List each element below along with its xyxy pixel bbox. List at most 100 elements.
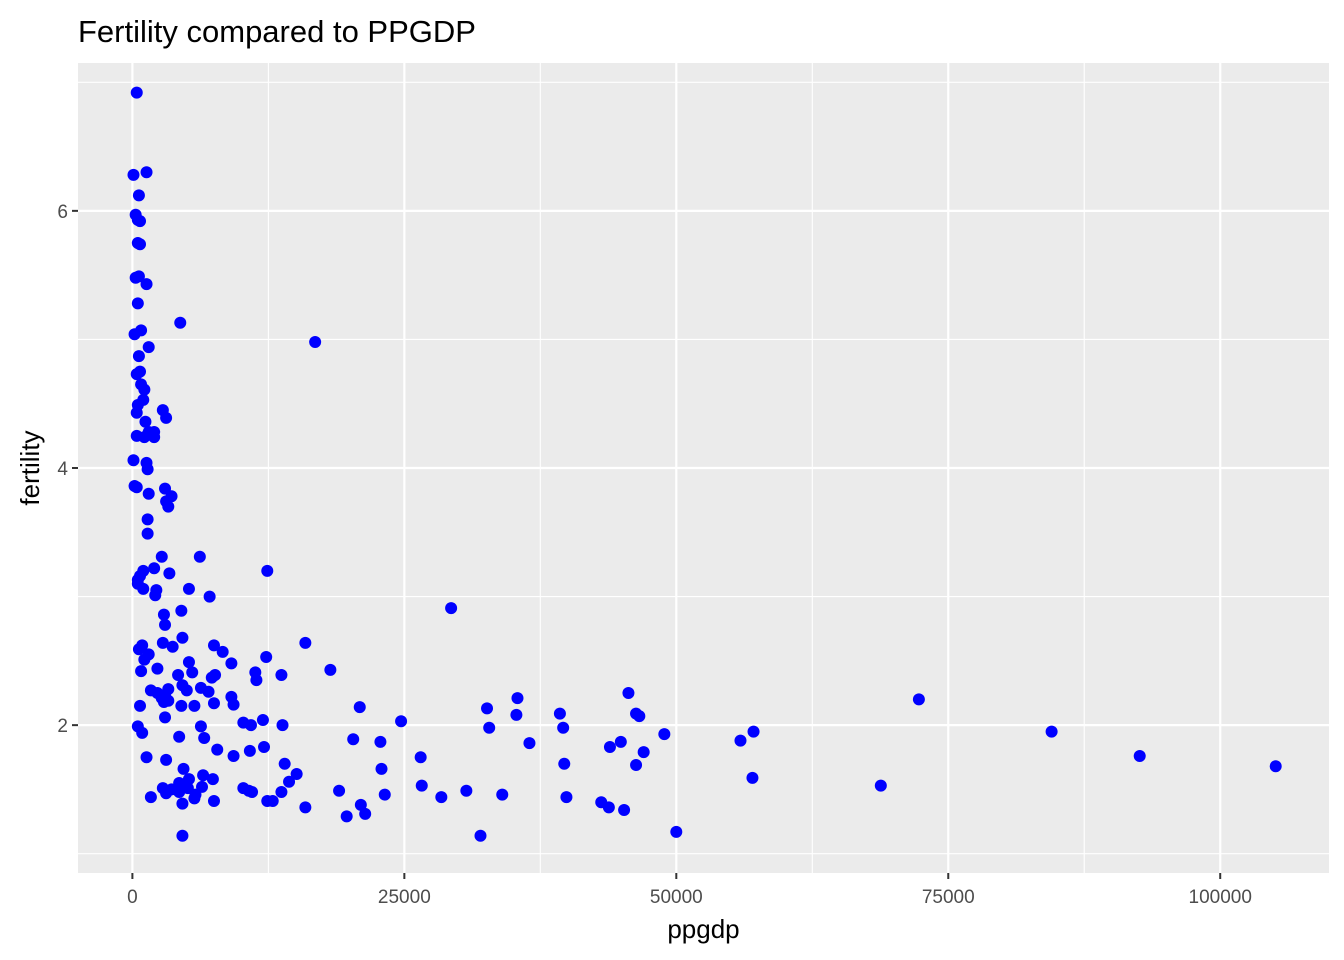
data-point (197, 769, 210, 782)
data-point (496, 788, 509, 801)
data-point (139, 415, 152, 428)
data-point (176, 797, 189, 810)
data-point (258, 741, 271, 753)
data-point (244, 719, 257, 732)
data-point (395, 715, 408, 728)
data-point (176, 631, 189, 644)
data-point (340, 810, 353, 823)
data-point (188, 699, 201, 712)
data-point (188, 792, 201, 805)
data-point (602, 801, 615, 814)
data-point (250, 674, 263, 687)
data-point (276, 719, 289, 732)
data-point (142, 487, 155, 500)
data-point (136, 726, 149, 739)
data-point (227, 750, 240, 762)
data-point (203, 590, 216, 603)
data-point (186, 666, 199, 679)
data-point (182, 656, 195, 669)
data-point (207, 795, 220, 807)
data-point (1133, 750, 1146, 762)
y-axis-title: fertility (15, 430, 45, 505)
data-point (290, 768, 303, 780)
data-points (127, 86, 1282, 842)
data-point (211, 743, 224, 756)
data-point (333, 784, 346, 797)
data-point (260, 651, 273, 663)
data-point (414, 751, 427, 764)
data-point (155, 550, 168, 563)
data-point (127, 168, 140, 181)
data-point (202, 685, 215, 698)
data-point (173, 730, 186, 743)
data-point (511, 692, 524, 705)
data-point (134, 365, 147, 378)
x-tick-label: 100000 (1189, 887, 1252, 908)
data-point (148, 431, 161, 444)
data-point (560, 791, 573, 804)
data-point (140, 751, 153, 764)
data-point (603, 741, 616, 753)
data-point (130, 481, 143, 494)
data-point (630, 759, 643, 771)
data-point (132, 350, 145, 363)
data-point (747, 725, 760, 738)
data-point (130, 86, 143, 99)
data-point (275, 786, 288, 798)
data-point (275, 669, 288, 681)
data-point (131, 297, 144, 310)
data-point (225, 657, 238, 670)
data-point (193, 550, 206, 563)
data-point (177, 762, 190, 775)
data-point (637, 746, 650, 759)
data-point (149, 589, 162, 602)
data-point (227, 698, 240, 711)
data-point (206, 773, 219, 786)
data-point (553, 707, 566, 720)
data-point (557, 721, 570, 734)
data-point (309, 336, 322, 348)
data-point (180, 684, 193, 697)
data-point (134, 215, 147, 228)
data-point (278, 757, 291, 770)
data-point (256, 714, 269, 726)
x-tick-label: 0 (127, 887, 138, 908)
data-point (194, 720, 207, 733)
data-point (207, 697, 220, 710)
data-point (874, 779, 887, 792)
y-tick-label: 6 (57, 202, 68, 223)
data-point (746, 771, 759, 784)
data-point (160, 753, 173, 766)
data-point (415, 779, 428, 792)
data-point (299, 636, 312, 649)
data-point (157, 608, 170, 621)
data-point (128, 328, 141, 341)
data-point (243, 744, 256, 757)
data-point (618, 804, 631, 816)
data-point (135, 665, 148, 678)
data-point (354, 798, 367, 811)
data-point (160, 787, 173, 800)
data-point (353, 701, 366, 714)
data-point (138, 431, 151, 444)
data-point (558, 757, 571, 770)
x-tick-label: 75000 (922, 887, 975, 908)
data-point (182, 582, 195, 595)
data-point (134, 699, 147, 712)
data-point (140, 278, 153, 291)
data-point (134, 238, 147, 251)
data-point (141, 513, 154, 526)
major-grid (78, 63, 1329, 873)
data-point (142, 341, 155, 354)
data-point (1269, 760, 1282, 773)
data-point (151, 662, 164, 675)
data-point (140, 166, 153, 179)
data-point (510, 708, 523, 721)
data-point (130, 406, 143, 419)
data-point (159, 618, 172, 631)
data-point (734, 734, 747, 747)
data-point (483, 721, 496, 734)
data-point (266, 795, 279, 807)
data-point (299, 801, 312, 814)
data-point (166, 640, 179, 653)
